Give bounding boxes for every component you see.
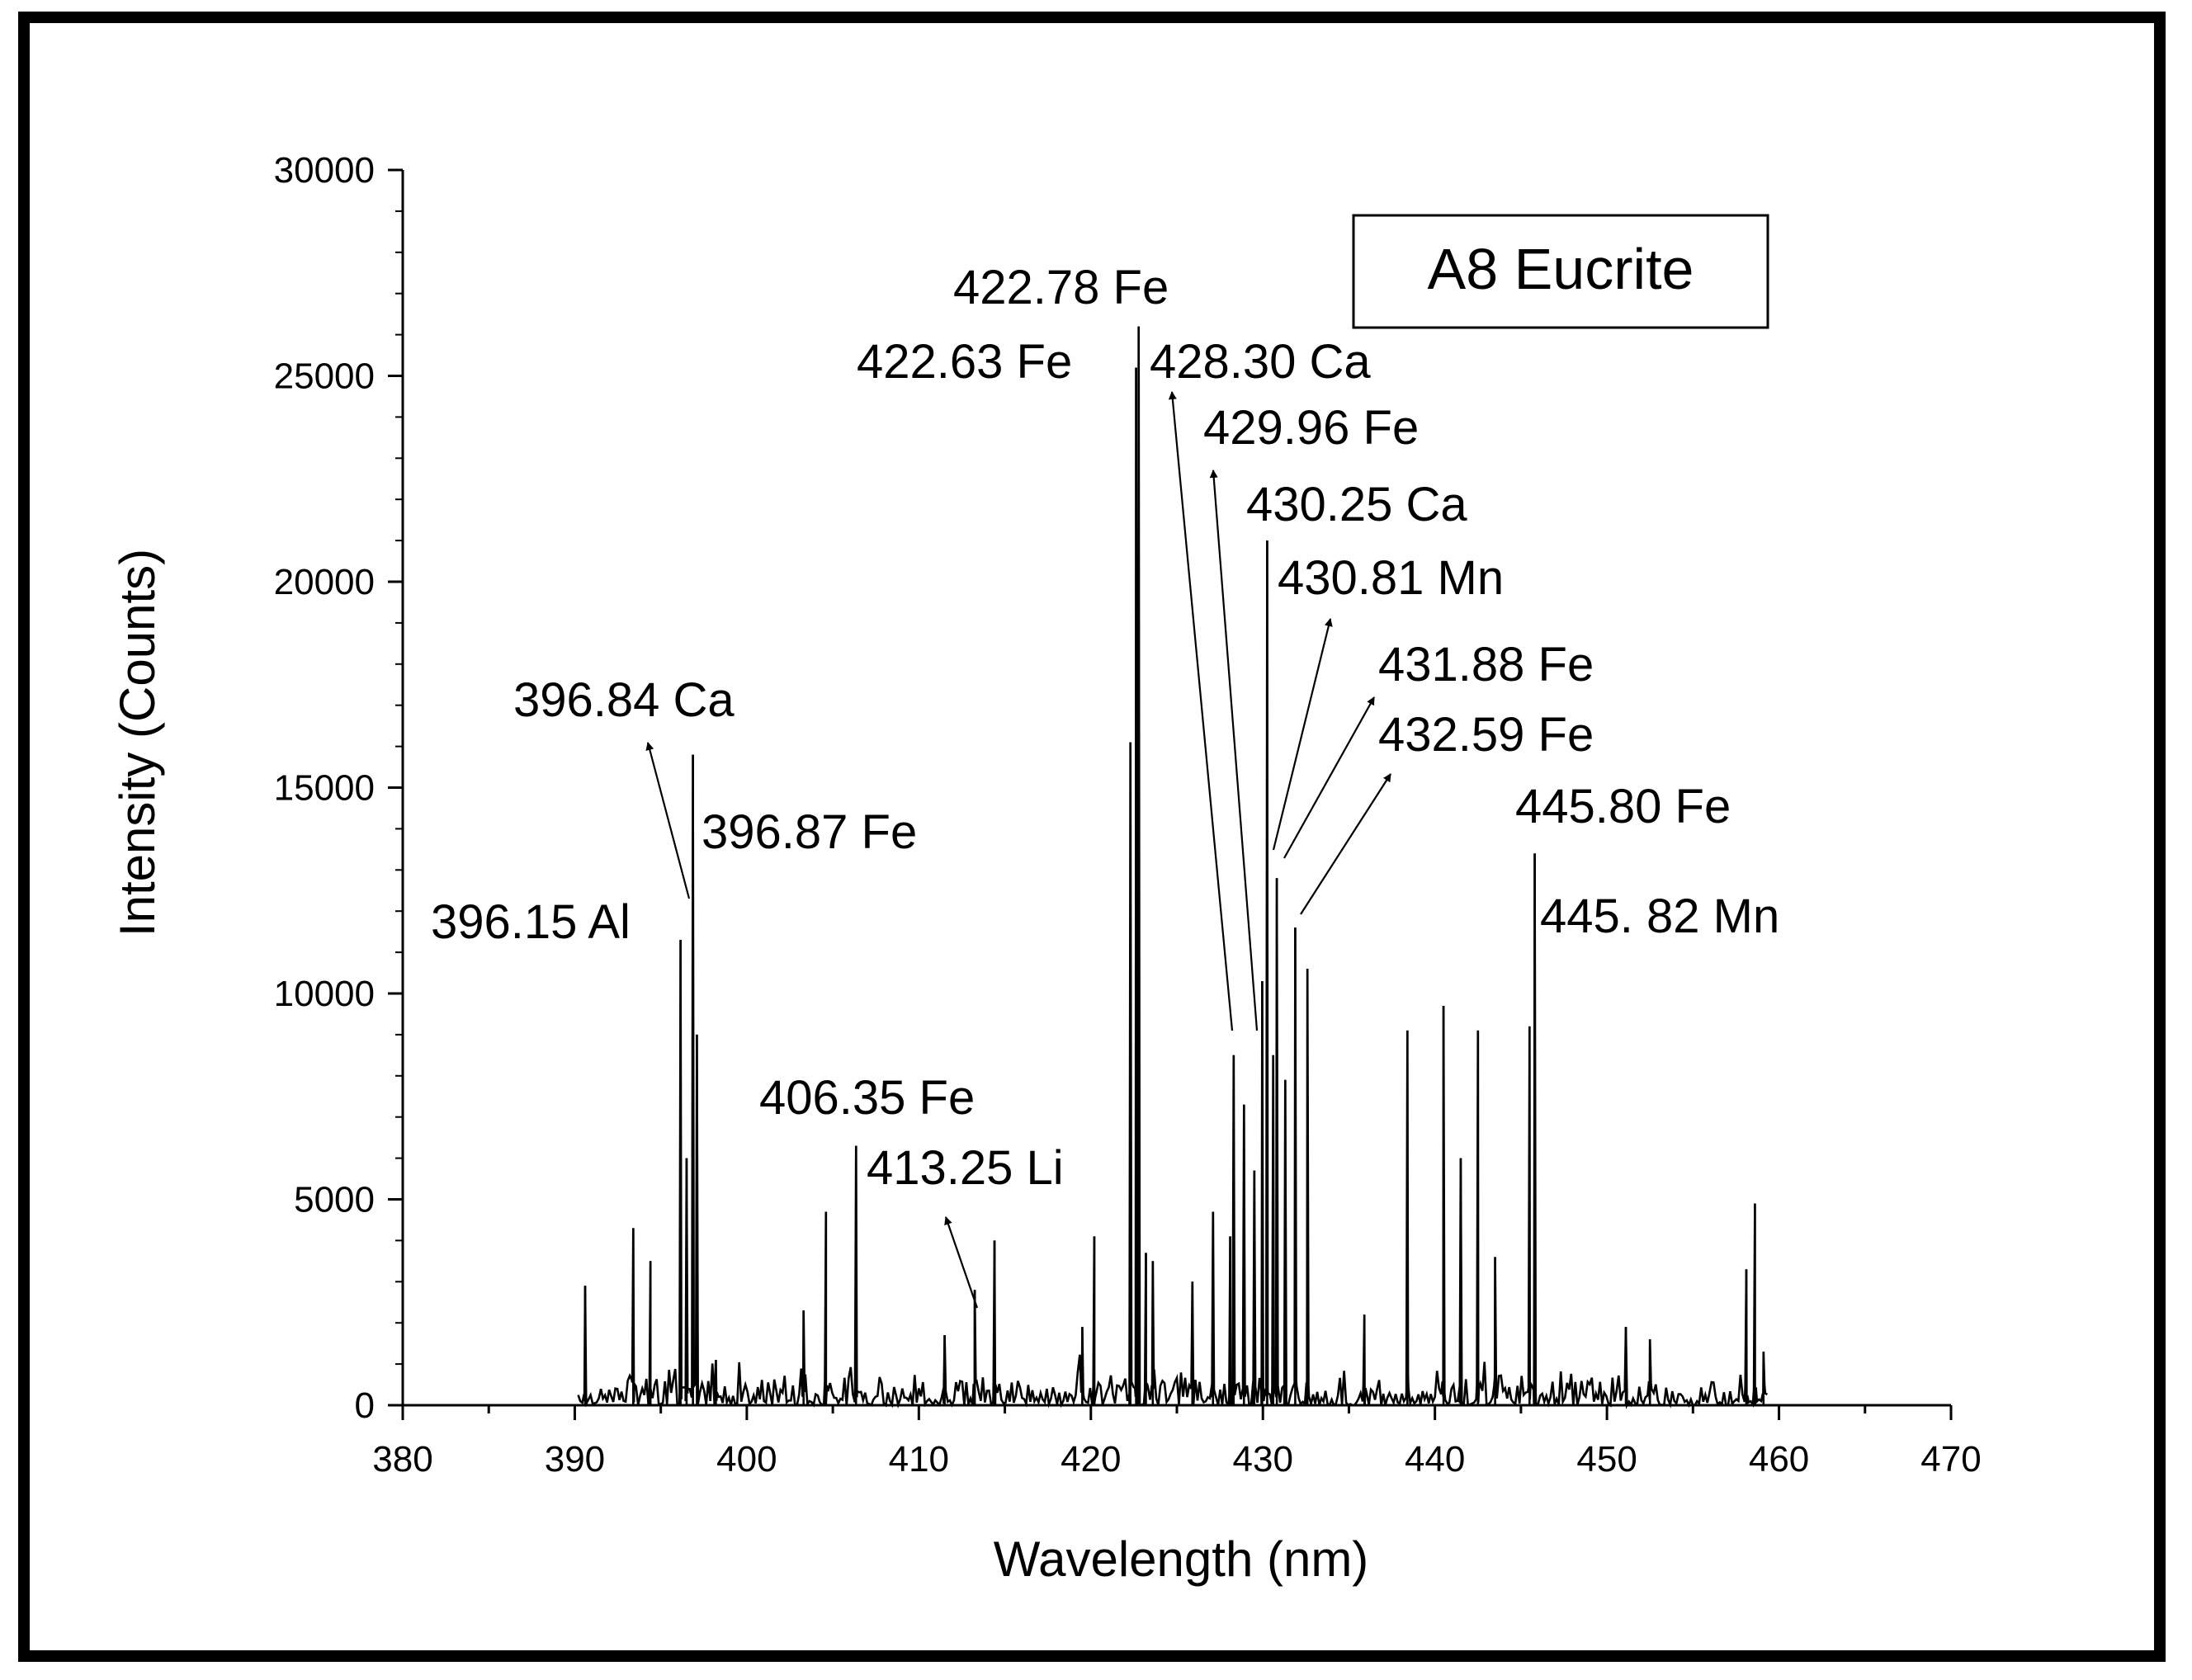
- spectrum-line: [577, 326, 1769, 1409]
- annotation-label: 445. 82 Mn: [1540, 890, 1779, 943]
- x-tick-label: 470: [1920, 1439, 1981, 1479]
- x-tick-label: 380: [372, 1439, 432, 1479]
- legend: A8 Eucrite: [1352, 214, 1769, 329]
- annotation-arrow: [1272, 618, 1333, 851]
- annotation-label: 396.15 Al: [431, 895, 631, 949]
- x-tick-label: 460: [1749, 1439, 1809, 1479]
- y-tick-label: 5000: [294, 1180, 375, 1220]
- annotation-label: 445.80 Fe: [1515, 780, 1731, 833]
- annotation-arrow: [944, 1216, 979, 1309]
- annotation-label: 422.78 Fe: [953, 261, 1169, 314]
- annotation-label: 406.35 Fe: [759, 1071, 975, 1125]
- annotation-label: 429.96 Fe: [1203, 401, 1419, 455]
- annotation-label: 413.25 Li: [867, 1141, 1064, 1195]
- y-tick-label: 10000: [274, 974, 375, 1014]
- y-tick-label: 30000: [274, 150, 375, 191]
- spectrum-series: [577, 326, 1769, 1409]
- x-tick-label: 400: [716, 1439, 777, 1479]
- x-axis-title: Wavelength (nm): [994, 1531, 1369, 1587]
- annotation-arrow: [1209, 470, 1259, 1031]
- annotation-label: 396.84 Ca: [513, 673, 735, 727]
- y-tick-label: 25000: [274, 356, 375, 397]
- y-tick-label: 20000: [274, 562, 375, 602]
- annotation-label: 431.88 Fe: [1378, 638, 1594, 691]
- annotation-label: 432.59 Fe: [1378, 708, 1594, 762]
- x-tick-label: 420: [1061, 1439, 1121, 1479]
- annotation-label: 422.63 Fe: [857, 335, 1072, 389]
- y-tick-label: 15000: [274, 768, 375, 809]
- x-tick-label: 430: [1233, 1439, 1293, 1479]
- legend-label: A8 Eucrite: [1428, 237, 1694, 301]
- annotation-label: 430.81 Mn: [1278, 551, 1504, 605]
- annotation-arrow: [1300, 773, 1391, 915]
- peak-annotations: 422.78 Fe 422.63 Fe 428.30 Ca 429.96 Fe 430.…: [431, 261, 1779, 1309]
- annotation-label: 396.87 Fe: [702, 805, 917, 859]
- chart-frame: [18, 12, 2166, 1662]
- annotation-arrow: [1283, 696, 1375, 859]
- x-tick-label: 390: [545, 1439, 605, 1479]
- axes: 380 390 400 410 420 430 440 450 460 470 0 5000 10000…: [274, 150, 1982, 1479]
- x-tick-label: 440: [1405, 1439, 1465, 1479]
- x-tick-label: 410: [889, 1439, 949, 1479]
- y-tick-label: 0: [355, 1385, 375, 1426]
- annotation-label: 430.25 Ca: [1246, 478, 1467, 531]
- annotation-arrow: [645, 742, 691, 899]
- x-tick-label: 450: [1576, 1439, 1637, 1479]
- y-axis-title: Intensity (Counts): [110, 549, 165, 937]
- legend-box: [1352, 214, 1769, 329]
- annotation-label: 428.30 Ca: [1150, 335, 1371, 389]
- annotation-arrow: [1168, 391, 1234, 1031]
